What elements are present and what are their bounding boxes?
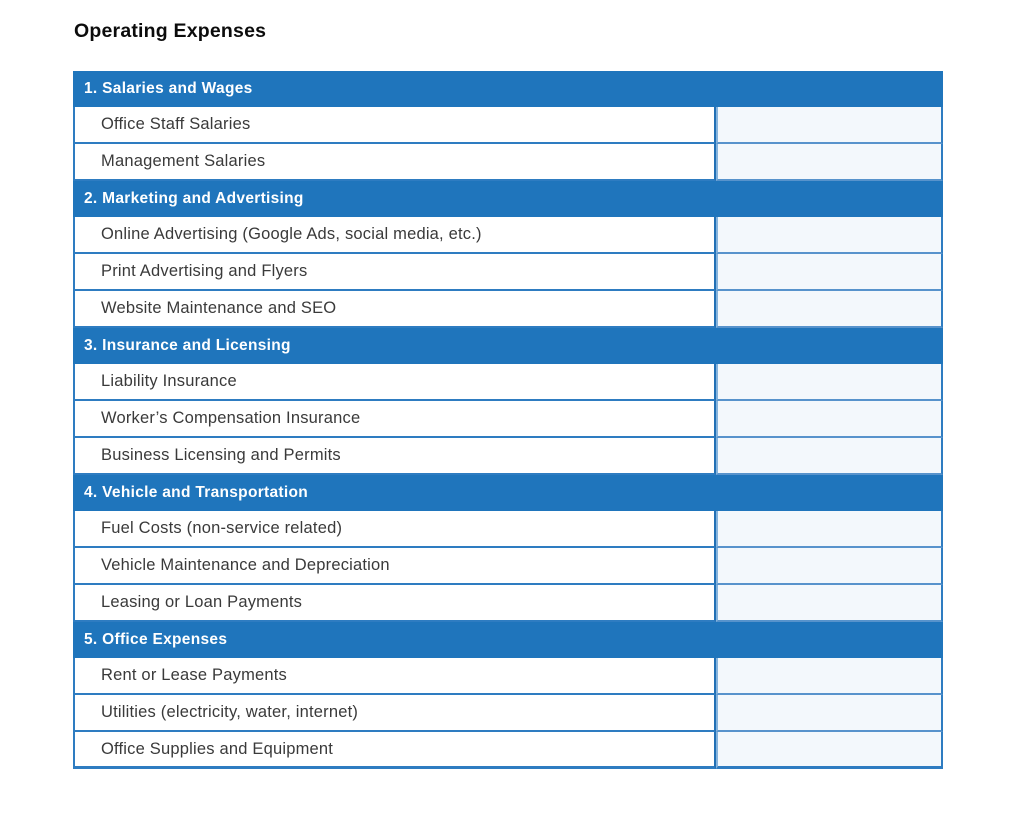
section-heading: 5. Office Expenses (73, 622, 943, 658)
amount-cell[interactable] (716, 732, 943, 769)
expense-label: Business Licensing and Permits (73, 438, 716, 475)
expense-label: Worker’s Compensation Insurance (73, 401, 716, 438)
expense-label: Management Salaries (73, 144, 716, 181)
expense-row: Fuel Costs (non-service related) (73, 511, 943, 548)
amount-cell[interactable] (716, 291, 943, 328)
expense-row: Management Salaries (73, 144, 943, 181)
amount-cell[interactable] (716, 254, 943, 291)
amount-cell[interactable] (716, 144, 943, 181)
amount-cell[interactable] (716, 217, 943, 254)
page-title: Operating Expenses (74, 20, 267, 42)
expense-label: Office Staff Salaries (73, 107, 716, 144)
section-header-row: 3. Insurance and Licensing (73, 328, 943, 364)
expenses-table-body: 1. Salaries and Wages Office Staff Salari… (73, 71, 943, 769)
expense-row: Business Licensing and Permits (73, 438, 943, 475)
expense-row: Leasing or Loan Payments (73, 585, 943, 622)
section-header-row: 5. Office Expenses (73, 622, 943, 658)
expense-row: Rent or Lease Payments (73, 658, 943, 695)
expense-row: Office Supplies and Equipment (73, 732, 943, 769)
amount-cell[interactable] (716, 401, 943, 438)
amount-cell[interactable] (716, 695, 943, 732)
expense-row: Worker’s Compensation Insurance (73, 401, 943, 438)
expense-row: Online Advertising (Google Ads, social m… (73, 217, 943, 254)
section-header-row: 1. Salaries and Wages (73, 71, 943, 107)
expense-label: Rent or Lease Payments (73, 658, 716, 695)
section-heading: 4. Vehicle and Transportation (73, 475, 943, 511)
expense-row: Liability Insurance (73, 364, 943, 401)
expense-row: Office Staff Salaries (73, 107, 943, 144)
amount-cell[interactable] (716, 585, 943, 622)
expense-row: Website Maintenance and SEO (73, 291, 943, 328)
amount-cell[interactable] (716, 548, 943, 585)
expense-label: Online Advertising (Google Ads, social m… (73, 217, 716, 254)
expense-row: Print Advertising and Flyers (73, 254, 943, 291)
expense-row: Utilities (electricity, water, internet) (73, 695, 943, 732)
expense-label: Utilities (electricity, water, internet) (73, 695, 716, 732)
expense-row: Vehicle Maintenance and Depreciation (73, 548, 943, 585)
expenses-table: 1. Salaries and Wages Office Staff Salari… (73, 71, 943, 769)
amount-cell[interactable] (716, 658, 943, 695)
section-header-row: 2. Marketing and Advertising (73, 181, 943, 217)
expense-label: Vehicle Maintenance and Depreciation (73, 548, 716, 585)
section-heading: 2. Marketing and Advertising (73, 181, 943, 217)
expense-label: Office Supplies and Equipment (73, 732, 716, 769)
amount-cell[interactable] (716, 511, 943, 548)
expense-label: Website Maintenance and SEO (73, 291, 716, 328)
expense-label: Fuel Costs (non-service related) (73, 511, 716, 548)
amount-cell[interactable] (716, 438, 943, 475)
section-heading: 3. Insurance and Licensing (73, 328, 943, 364)
section-header-row: 4. Vehicle and Transportation (73, 475, 943, 511)
expense-label: Leasing or Loan Payments (73, 585, 716, 622)
section-heading: 1. Salaries and Wages (73, 71, 943, 107)
amount-cell[interactable] (716, 364, 943, 401)
expense-label: Print Advertising and Flyers (73, 254, 716, 291)
amount-cell[interactable] (716, 107, 943, 144)
expense-label: Liability Insurance (73, 364, 716, 401)
